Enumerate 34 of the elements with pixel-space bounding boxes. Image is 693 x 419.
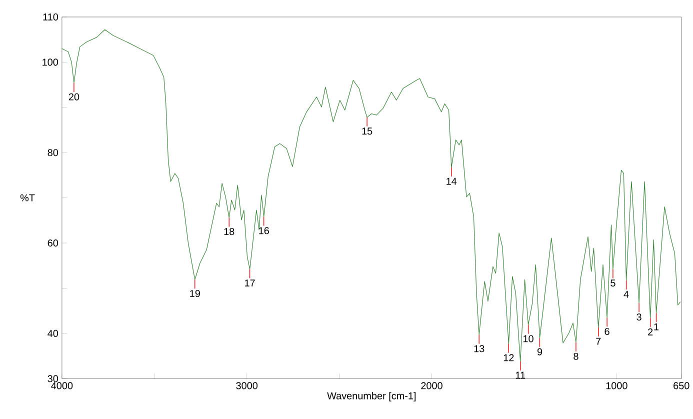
x-tick-label: 2000: [421, 382, 442, 390]
x-axis-title: Wavenumber [cm-1]: [327, 392, 416, 402]
annotation: 20: [68, 94, 80, 101]
annotation: 16: [259, 227, 269, 234]
y-tick-label: 40: [48, 330, 58, 338]
annotation: 8: [574, 353, 578, 360]
annotation: 15: [362, 128, 372, 135]
annotation: 13: [474, 345, 484, 352]
annotation: 7: [596, 338, 601, 345]
x-tick-label: 3000: [236, 382, 258, 390]
annotation: 18: [224, 228, 234, 236]
annotation: 2: [648, 328, 653, 336]
x-tick-label: 650: [674, 382, 690, 390]
y-tick-label: 110: [43, 14, 58, 21]
annotation: 17: [245, 280, 255, 287]
annotation: 5: [610, 280, 616, 287]
annotation: 19: [190, 290, 200, 298]
annotation: 11: [516, 372, 526, 379]
annotation: 6: [604, 328, 610, 336]
line-series: [62, 30, 681, 362]
x-tick-label: 4000: [51, 382, 73, 390]
y-tick-label: 100: [42, 58, 58, 66]
annotation: 10: [524, 335, 534, 342]
annotation: 14: [446, 178, 457, 185]
y-axis-title: %T: [20, 194, 35, 202]
annotation: 1: [654, 324, 659, 330]
annotation: 4: [624, 291, 629, 298]
annotation: 9: [537, 348, 542, 356]
annotation: 12: [504, 354, 514, 362]
y-tick-label: 30: [48, 375, 58, 382]
x-tick-label: 1000: [606, 382, 628, 390]
y-tick-label: 60: [48, 240, 58, 247]
y-tick-label: 80: [48, 149, 58, 156]
annotation: 3: [636, 314, 642, 321]
